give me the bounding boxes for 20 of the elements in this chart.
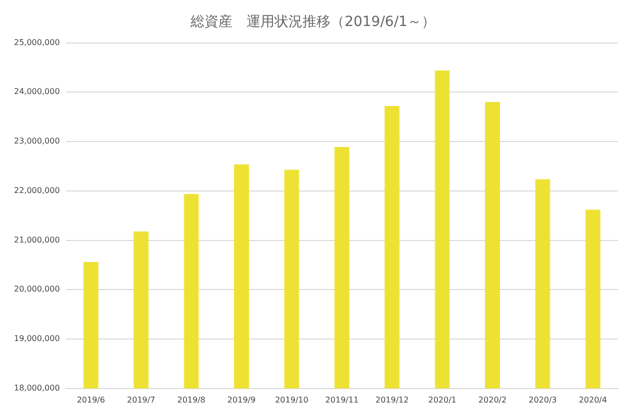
x-tick-label: 2019/6 (76, 395, 105, 404)
y-tick-label: 24,000,000 (14, 87, 60, 96)
y-tick-label: 20,000,000 (14, 284, 60, 294)
y-tick-label: 19,000,000 (14, 334, 60, 344)
x-tick-label: 2019/9 (227, 395, 256, 404)
x-tick-label: 2020/4 (578, 395, 607, 404)
y-tick-label: 18,000,000 (14, 383, 60, 392)
x-tick-label: 2019/7 (127, 395, 156, 404)
x-tick-label: 2019/12 (375, 395, 409, 404)
y-tick-label: 23,000,000 (14, 136, 60, 146)
x-tick-label: 2019/8 (177, 395, 206, 404)
y-tick-label: 25,000,000 (14, 38, 60, 47)
x-tick-label: 2020/2 (478, 395, 507, 404)
y-tick-label: 22,000,000 (14, 186, 60, 195)
y-tick-label: 21,000,000 (14, 235, 60, 244)
x-tick-label: 2019/10 (275, 395, 308, 404)
x-tick-label: 2020/1 (428, 395, 456, 404)
x-tick-label: 2019/11 (325, 395, 359, 404)
x-tick-label: 2020/3 (528, 395, 557, 404)
chart-title: 総資産 運用状況推移（2019/6/1～） (190, 14, 436, 30)
